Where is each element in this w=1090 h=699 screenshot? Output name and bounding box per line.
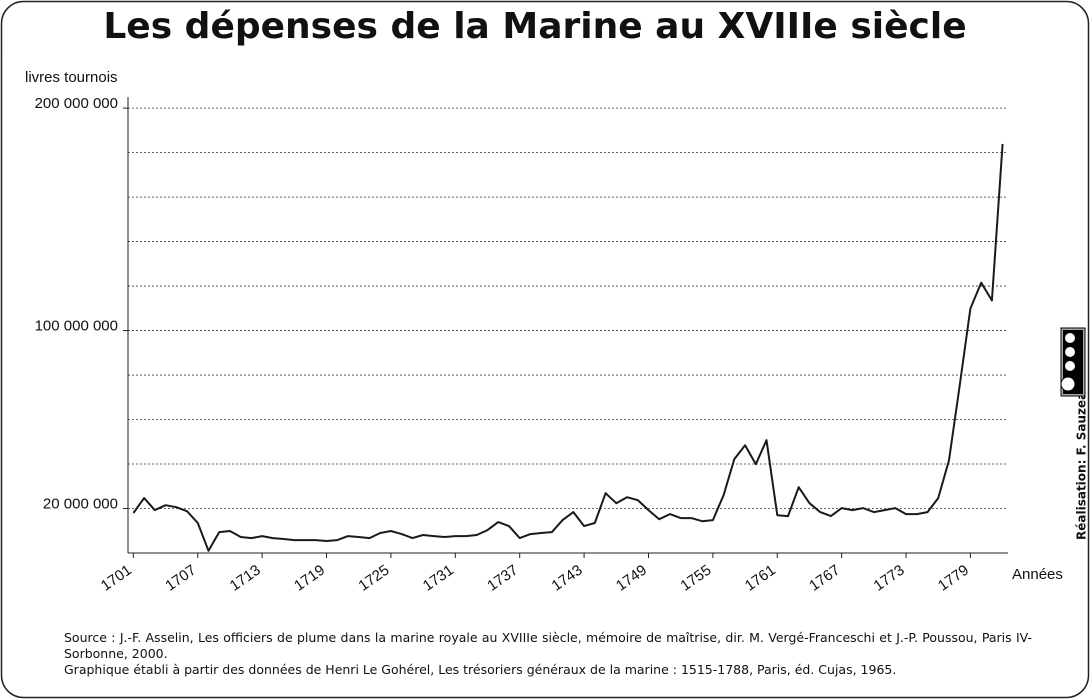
- x-tick-label: 1725: [355, 562, 392, 595]
- y-tick-label: 100 000 000: [35, 318, 118, 335]
- x-tick-label: 1779: [935, 562, 972, 595]
- data-line: [132, 143, 1004, 552]
- x-tick-label: 1719: [291, 562, 328, 595]
- source: Source : J.-F. Asselin, Les officiers de…: [64, 630, 1032, 661]
- x-tick-label: 1731: [420, 562, 457, 595]
- chart-title: Les dépenses de la Marine au XVIIIe sièc…: [103, 6, 966, 47]
- x-tick-label: 1737: [484, 562, 521, 595]
- y-tick-label: 20 000 000: [43, 495, 118, 512]
- x-tick-label: 1743: [549, 562, 586, 595]
- credit: Réalisation: F. Sauzeau: [1075, 383, 1089, 540]
- x-axis-label: Années: [1012, 566, 1063, 583]
- note: Graphique établi à partir des données de…: [64, 662, 897, 677]
- y-axis-label: livres tournois: [25, 69, 118, 86]
- x-tick-label: 1767: [806, 562, 843, 595]
- x-tick-label: 1713: [227, 562, 264, 595]
- x-tick-label: 1749: [613, 562, 650, 595]
- x-tick-label: 1761: [742, 562, 779, 595]
- source-note: Source : J.-F. Asselin, Les officiers de…: [64, 630, 1032, 678]
- y-tick-label: 200 000 000: [35, 95, 118, 112]
- x-tick-label: 1701: [98, 562, 135, 595]
- x-tick-label: 1707: [162, 562, 199, 595]
- x-tick-label: 1773: [871, 562, 908, 595]
- x-tick-label: 1755: [677, 562, 714, 595]
- license-badge: [1060, 327, 1086, 397]
